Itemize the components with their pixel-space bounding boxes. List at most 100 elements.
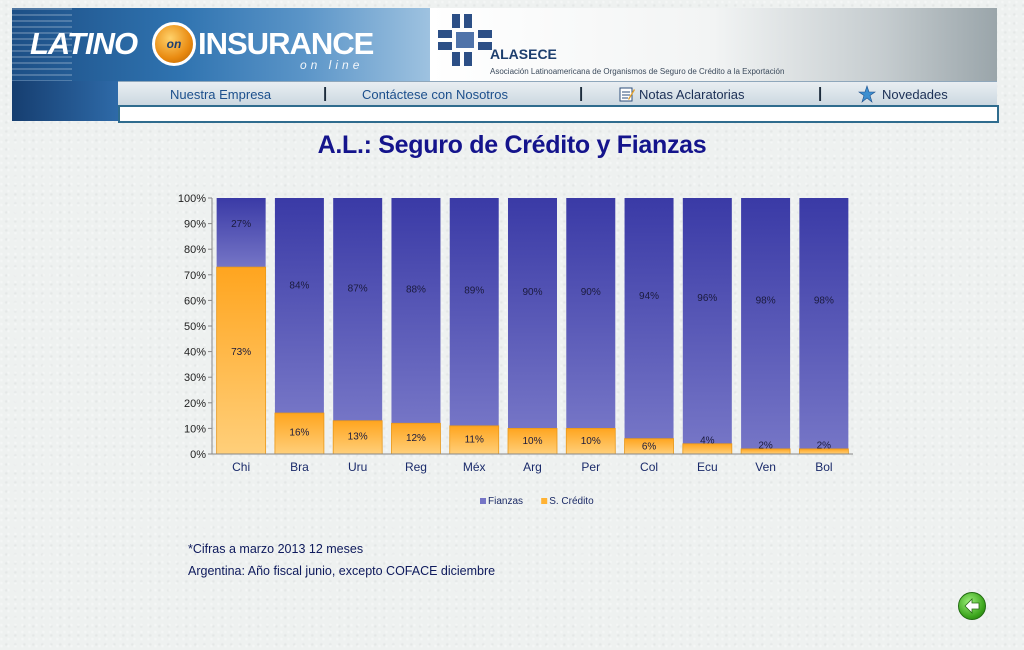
bars <box>216 198 849 455</box>
banner-left-strip <box>12 81 118 121</box>
legend-label: S. Crédito <box>549 496 594 507</box>
y-tick-label: 20% <box>184 398 206 410</box>
latino-insurance-logo[interactable]: LATINO on INSURANCE on line <box>12 8 430 81</box>
data-label-credito: 16% <box>289 427 309 438</box>
notepad-icon <box>619 87 635 102</box>
x-tick-label: Reg <box>405 460 427 474</box>
data-label-credito: 4% <box>700 435 715 446</box>
nav-item-novedades[interactable]: Novedades <box>882 87 948 102</box>
bar-fianzas-Bra <box>274 198 324 414</box>
nav-bar: Nuestra Empresa | Contáctese con Nosotro… <box>118 81 997 107</box>
data-label-fianzas: 90% <box>522 287 542 298</box>
data-label-fianzas: 98% <box>814 295 834 306</box>
nav-separator: | <box>579 85 584 102</box>
y-tick-label: 50% <box>184 321 206 333</box>
legend-swatch <box>480 498 486 504</box>
bar-fianzas-Per <box>566 198 616 429</box>
y-tick-label: 60% <box>184 295 206 307</box>
y-tick-label: 90% <box>184 219 206 231</box>
logo-latino-text: LATINO <box>30 26 138 61</box>
nav-underbar <box>118 105 999 123</box>
bar-fianzas-Uru <box>333 198 383 421</box>
data-label-credito: 2% <box>817 440 832 451</box>
data-label-credito: 12% <box>406 433 426 444</box>
data-label-fianzas: 87% <box>348 284 368 295</box>
y-axis: 0% 10% 20% 30% 40% 50% 60% 70% 80% 90% 100% <box>178 193 213 461</box>
y-tick-label: 100% <box>178 193 206 205</box>
binary-pattern-decoration <box>12 8 72 81</box>
x-tick-label: Col <box>640 460 658 474</box>
x-tick-label: Ven <box>755 460 776 474</box>
x-tick-label: Ecu <box>697 460 718 474</box>
back-button[interactable] <box>958 592 986 620</box>
bar-credito-Méx <box>449 425 500 455</box>
footnote-argentina: Argentina: Año fiscal junio, excepto COF… <box>188 564 496 578</box>
data-label-fianzas: 27% <box>231 219 251 230</box>
data-label-credito: 10% <box>522 436 542 447</box>
bar-credito-Reg <box>391 422 441 455</box>
data-label-credito: 73% <box>231 347 251 358</box>
page-title: A.L.: Seguro de Crédito y Fianzas <box>317 131 707 159</box>
back-arrow-icon <box>964 598 980 614</box>
y-tick-label: 80% <box>184 244 206 256</box>
logo-insurance-text: INSURANCE <box>198 26 374 61</box>
y-tick-label: 10% <box>184 423 206 435</box>
nav-item-nuestra-empresa[interactable]: Nuestra Empresa <box>170 87 272 102</box>
y-tick-label: 70% <box>184 270 206 282</box>
data-label-fianzas: 88% <box>406 285 426 296</box>
y-tick-label: 0% <box>190 449 206 461</box>
data-label-fianzas: 90% <box>581 287 601 298</box>
data-label-credito: 6% <box>642 442 657 453</box>
bar-fianzas-Chi <box>216 198 266 268</box>
x-axis: Chi Bra Uru Reg Méx Arg Per Col Ecu Ven Bol <box>212 453 853 474</box>
data-labels: 27% 73% 84% 16% 87% 13% 88% 12% 89% 11% 90% 10% 90% 1… <box>231 219 834 453</box>
x-tick-label: Méx <box>463 460 486 474</box>
alasece-subtitle: Asociación Latinoamericana de Organismos… <box>490 67 785 76</box>
x-tick-label: Bra <box>290 460 309 474</box>
bar-credito-Bra <box>274 412 325 455</box>
alasece-mark-icon <box>438 14 492 66</box>
alasece-name: ALASECE <box>490 46 557 62</box>
data-label-fianzas: 94% <box>639 291 659 302</box>
bar-fianzas-Reg <box>391 198 441 424</box>
bar-credito-Uru <box>332 420 383 455</box>
y-tick-label: 30% <box>184 372 206 384</box>
alasece-partner-banner: ALASECE Asociación Latinoamericana de Or… <box>430 8 997 81</box>
legend-swatch <box>541 498 548 504</box>
y-tick-label: 40% <box>184 347 206 359</box>
data-label-fianzas: 98% <box>756 295 776 306</box>
footnote-cifras: *Cifras a marzo 2013 12 meses <box>188 542 364 556</box>
x-tick-label: Uru <box>348 460 367 474</box>
data-label-credito: 10% <box>581 436 601 447</box>
bar-credito-Per <box>565 427 616 455</box>
data-label-credito: 13% <box>348 432 368 443</box>
data-label-fianzas: 96% <box>697 293 717 304</box>
bar-fianzas-Méx <box>449 198 499 426</box>
nav-separator: | <box>323 85 328 102</box>
nav-item-notas-aclaratorias[interactable]: Notas Aclaratorias <box>639 87 745 102</box>
header-banner: LATINO on INSURANCE on line ALASECE Asoc… <box>12 8 999 123</box>
bar-fianzas-Arg <box>508 198 557 429</box>
bar-credito-Chi <box>216 266 267 455</box>
data-label-credito: 2% <box>758 440 773 451</box>
data-label-credito: 11% <box>465 435 484 446</box>
bar-fianzas-Col <box>624 198 674 439</box>
bar-fianzas-Ecu <box>682 198 732 444</box>
logo-online-text: on line <box>300 58 364 72</box>
bar-fianzas-Ven <box>741 198 791 449</box>
star-burst-icon <box>858 85 876 103</box>
data-label-fianzas: 84% <box>289 280 309 291</box>
nav-separator: | <box>818 85 823 102</box>
bar-credito-Arg <box>507 427 558 455</box>
x-tick-label: Bol <box>815 460 832 474</box>
bar-fianzas-Bol <box>799 198 849 449</box>
x-tick-label: Chi <box>232 460 250 474</box>
x-tick-label: Per <box>581 460 600 474</box>
legend-label: Fianzas <box>488 496 523 507</box>
x-tick-label: Arg <box>523 460 542 474</box>
data-label-fianzas: 89% <box>464 286 484 297</box>
legend: Fianzas S. Crédito <box>480 496 594 507</box>
logo-on-badge: on <box>152 22 196 66</box>
nav-item-contactese[interactable]: Contáctese con Nosotros <box>362 87 508 102</box>
